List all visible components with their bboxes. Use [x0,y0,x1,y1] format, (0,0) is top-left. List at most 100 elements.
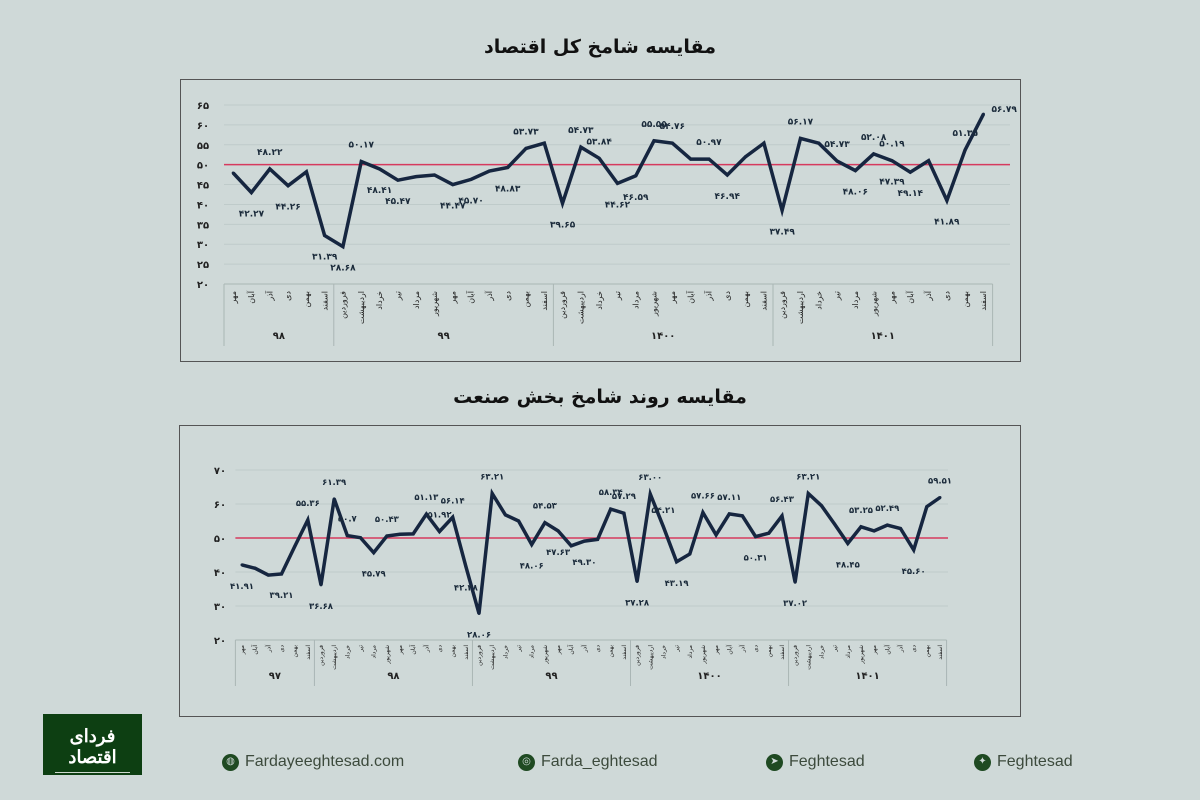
data-point [725,173,729,177]
data-label: ۴۸.۰۶ [843,188,868,198]
website-link[interactable]: ◍ Fardayeeghtesad.com [222,753,404,771]
data-point [542,141,546,145]
data-label: ۵۵.۵۵ [641,120,667,130]
chart-1-title: مقایسه شامخ کل اقتصاد [483,36,716,58]
instagram-link[interactable]: ◎ Farda_eghtesad [518,753,658,771]
data-label: ۴۵.۶۰ [902,567,926,577]
data-label: ۲۸.۰۶ [467,630,491,640]
x-year-label: ۹۸ [387,671,399,682]
data-point [912,548,916,552]
x-month-label: آذر [579,645,588,654]
data-point [872,529,876,533]
chart-2-frame [179,425,1021,717]
data-label: ۴۹.۳۰ [572,558,596,568]
x-month-label: آبان [882,645,891,655]
x-month-label: اردیبهشت [805,645,812,670]
x-month-label: فروردین [558,291,567,319]
y-tick-label: ۲۵ [197,260,209,271]
x-month-label: مهر [888,291,897,304]
x-month-label: مرداد [845,645,852,659]
x-month-label: دی [437,645,444,653]
x-year-label: ۹۹ [545,671,557,682]
x-month-label: آذر [704,290,714,301]
chart-1-frame [180,79,1021,362]
data-point [503,513,507,517]
instagram-icon: ◎ [518,753,535,771]
x-month-label: آذر [923,290,933,301]
series-line [231,113,986,250]
x-month-label: اسفند [540,291,549,311]
x-month-label: تیر [394,291,403,301]
data-point [396,178,400,182]
x-month-label: فروردین [634,645,641,666]
data-point [859,525,863,529]
data-point [414,175,418,179]
x-month-label: بهمن [450,645,457,658]
twitter-link[interactable]: ✦ Feghtesad [974,753,1073,771]
data-point [323,233,327,237]
data-point [378,167,382,171]
data-point [615,181,619,185]
x-month-label: شهریور [858,645,865,665]
x-month-label: بهمن [766,645,773,658]
data-label: ۵۰.۴۳ [375,515,400,525]
x-month-label: بهمن [302,291,311,308]
data-label: ۵۷.۱۱ [717,493,741,503]
data-label: ۵۶.۱۷ [788,117,814,127]
data-label: ۴۸.۴۱ [367,186,392,196]
data-point [345,534,349,538]
data-point [872,152,876,156]
x-month-label: اسفند [779,645,786,660]
x-month-label: خرداد [814,291,823,310]
data-point [885,523,889,527]
data-point [707,157,711,161]
x-month-label: آذر [263,645,272,654]
data-point [846,541,850,545]
data-point [798,136,802,140]
data-point [487,169,491,173]
data-point [477,611,481,615]
data-label: ۵۲.۰۸ [861,133,887,143]
logo: فردای اقتصاد [43,714,142,775]
telegram-label: Feghtesad [789,753,865,770]
data-label: ۵۰.۳۱ [744,554,768,564]
twitter-icon: ✦ [974,753,991,771]
data-point [231,171,235,175]
data-label: ۴۶.۵۹ [623,193,649,203]
x-month-label: مهر [668,291,677,304]
data-label: ۵۴.۷۳ [824,140,850,150]
x-month-label: آبان [685,290,695,304]
data-label: ۵۶.۷۹ [991,105,1017,115]
data-point [286,184,290,188]
telegram-link[interactable]: ➤ Feghtesad [766,753,865,771]
data-label: ۶۱.۳۹ [322,478,347,488]
x-year-label: ۱۴۰۱ [871,331,895,342]
data-point [469,177,473,181]
series-line [241,487,942,614]
data-point [266,573,270,577]
y-tick-label: ۲۰ [214,636,226,647]
x-month-label: مهر [713,645,720,655]
data-label: ۵۸.۳۴ [599,488,623,498]
x-month-label: دی [284,291,293,301]
x-month-label: مهر [555,645,562,655]
data-label: ۲۸.۶۸ [330,264,356,274]
x-month-label: آبان [246,290,256,304]
data-label: ۴۲.۴۸ [454,584,479,594]
x-month-label: شهریور [542,645,549,665]
x-month-label: خرداد [818,645,825,659]
data-label: ۵۴.۷۶ [660,122,685,132]
x-month-label: دی [278,645,285,653]
x-year-label: ۱۴۰۱ [855,671,879,682]
x-month-label: آبان [566,645,575,655]
data-point [689,157,693,161]
data-point [898,526,902,530]
x-month-label: مهر [239,645,246,655]
data-label: ۳۹.۶۵ [550,220,576,230]
x-month-label: دی [503,291,512,301]
x-month-label: تیر [613,291,622,301]
data-label: ۵۳.۸۴ [586,137,612,147]
data-point [648,492,652,496]
x-month-label: مرداد [529,645,536,659]
